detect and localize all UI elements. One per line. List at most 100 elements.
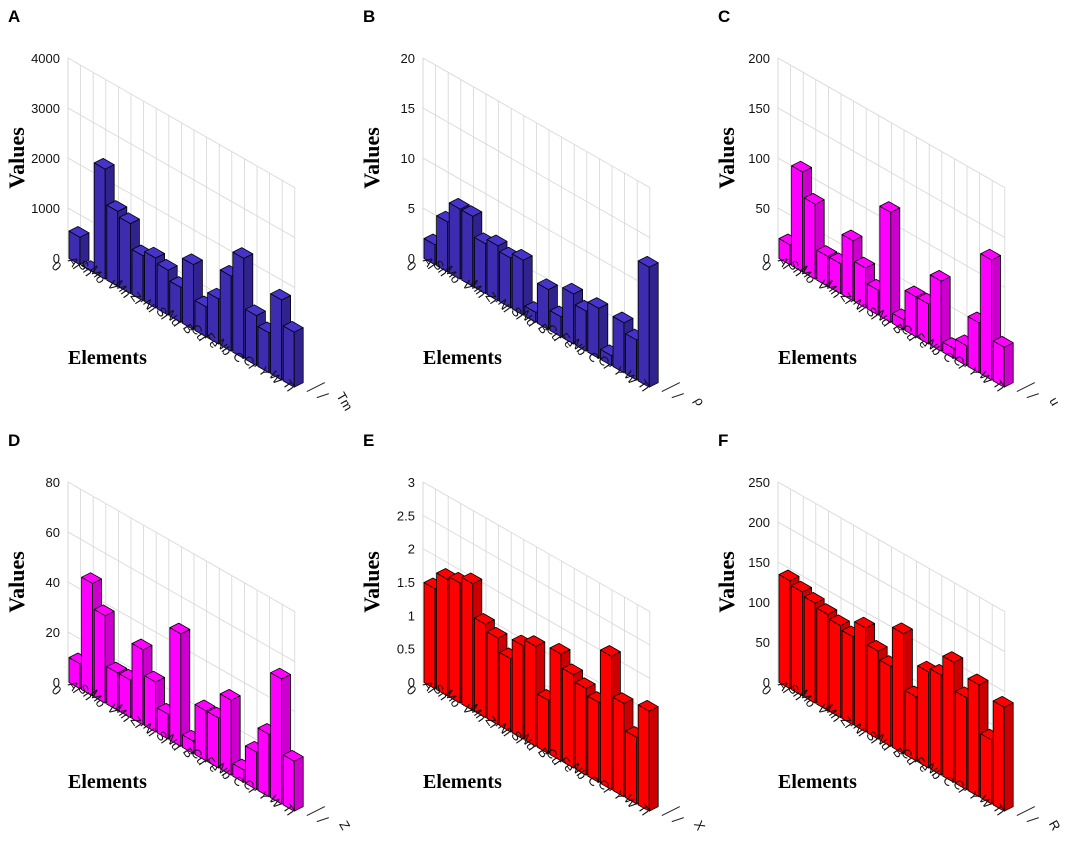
bar-top <box>131 638 153 651</box>
panel-label: C <box>718 7 730 26</box>
y-tick-label: 0.5 <box>397 642 415 657</box>
bar-top <box>232 247 254 259</box>
x-tick-label: Sn <box>430 257 451 279</box>
bar-front <box>511 639 524 740</box>
x-axis-label: Elements <box>68 771 147 793</box>
x-tick-label: Sn <box>75 257 96 279</box>
bar-front <box>562 667 575 769</box>
bar-top <box>461 572 483 585</box>
y-tick-label: 100 <box>748 151 770 166</box>
y-tick-label: 60 <box>46 525 60 540</box>
z-axis-line <box>1016 806 1036 817</box>
gridline-h <box>422 514 650 646</box>
bar-front <box>854 621 867 733</box>
bar-nd <box>879 201 901 323</box>
x-axis-line <box>777 257 1005 388</box>
bar-top <box>524 635 546 647</box>
bar-top <box>599 645 621 657</box>
x-tick-label: Fe <box>911 330 932 351</box>
bar-top <box>144 246 166 259</box>
bar-top <box>181 253 203 266</box>
y-tick-label: 2 <box>408 542 415 557</box>
bars-f <box>778 569 1014 812</box>
y-axis-label: Values <box>4 127 29 189</box>
y-tick-label: 150 <box>748 555 770 570</box>
bar-side <box>1003 702 1014 812</box>
gridline-h <box>777 107 1005 238</box>
bar-front <box>612 696 625 798</box>
bars-a <box>68 157 304 388</box>
bar-top <box>942 651 964 663</box>
bar-front <box>461 209 474 287</box>
bar-top <box>448 197 470 210</box>
origin-label: 0 <box>759 682 775 698</box>
z-axis-label: X <box>691 818 708 833</box>
bar-top <box>574 677 596 689</box>
y-tick-label: 1.5 <box>397 575 415 590</box>
y-axis-label: Values <box>359 127 384 189</box>
y-tick-label: 200 <box>748 515 770 530</box>
x-tick-label: Fe <box>201 754 222 775</box>
gridline-h <box>67 107 295 238</box>
y-ticks-c: 200 150 100 50 0 <box>748 51 770 266</box>
bar-nb <box>929 269 951 352</box>
y-tick-label: 0 <box>53 251 60 266</box>
bar-front <box>93 162 106 280</box>
bar-top <box>891 622 913 635</box>
bar-front <box>791 165 803 273</box>
bar-top <box>854 616 876 629</box>
bar-front <box>106 204 119 287</box>
bar-ti <box>992 695 1014 812</box>
bar-top <box>562 282 584 295</box>
y-tick-label: 10 <box>401 151 415 166</box>
bar-top <box>562 663 584 676</box>
origin-label: 0 <box>49 682 65 698</box>
bar-top <box>106 661 128 674</box>
panel-label: B <box>363 7 375 26</box>
bar-top <box>511 248 533 261</box>
z-axis-line <box>661 382 681 393</box>
bar-front <box>637 704 650 812</box>
bar-top <box>803 192 825 205</box>
origin-label: 0 <box>404 258 420 274</box>
bar-top <box>219 688 241 701</box>
x-tick-label: Sn <box>785 257 806 279</box>
z-axis-tick <box>1026 817 1039 823</box>
z-axis-tick <box>671 817 684 823</box>
bar-top <box>816 245 838 257</box>
y-tick-label: 1000 <box>31 201 60 216</box>
origin-label: 0 <box>49 258 65 274</box>
y-tick-label: 50 <box>756 201 770 216</box>
y-tick-label: 0 <box>763 251 770 266</box>
gridline-h <box>67 481 295 612</box>
bar-front <box>980 253 993 381</box>
bar-top <box>81 572 102 584</box>
x-tick-label: Sn <box>785 681 806 703</box>
bar-ti <box>992 335 1014 388</box>
z-axis-label: ρ <box>691 394 708 408</box>
bar-top <box>829 614 850 627</box>
bar-top <box>93 604 115 617</box>
bar-front <box>448 576 461 704</box>
bar-nd <box>169 622 191 747</box>
bar-top <box>866 639 888 652</box>
gridline-h <box>422 107 650 238</box>
bar-top <box>904 285 926 298</box>
bar-top <box>791 580 812 593</box>
panel-label: F <box>718 431 728 450</box>
bar-ti <box>637 699 659 812</box>
y-tick-label: 5 <box>408 201 415 216</box>
bar-top <box>244 304 266 317</box>
bar-front <box>637 260 650 388</box>
y-tick-label: 200 <box>748 51 770 66</box>
bar-top <box>803 591 825 604</box>
bar-front <box>587 695 600 783</box>
origin-label: 0 <box>404 682 420 698</box>
bar-front <box>791 585 803 697</box>
bar-top <box>612 311 634 324</box>
bar-front <box>879 205 892 323</box>
